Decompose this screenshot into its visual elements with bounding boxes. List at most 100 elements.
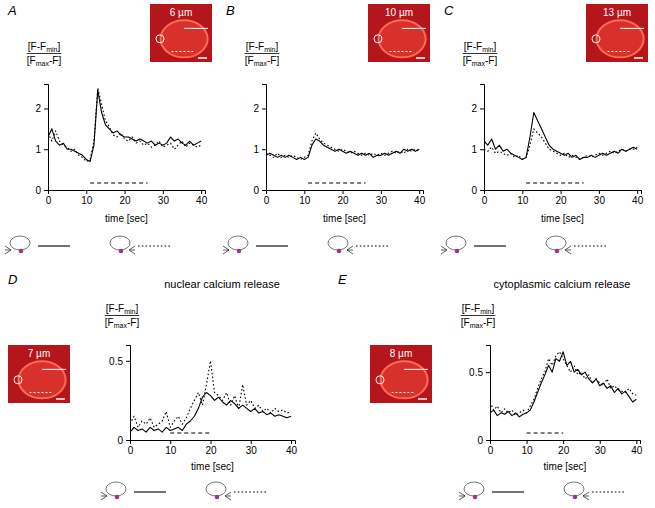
cell-outline	[464, 482, 484, 496]
y-title-part: [F-F	[246, 41, 264, 52]
y-tick-mark	[486, 372, 490, 373]
x-tick-mark	[201, 190, 202, 194]
y-title-part: max	[254, 60, 268, 67]
x-tick-mark	[637, 190, 638, 194]
image-inset: 6 µm	[150, 4, 212, 62]
legend-swatch	[474, 245, 506, 246]
legend	[223, 236, 388, 254]
signal-arrow	[565, 250, 571, 254]
signal-arrow	[223, 250, 229, 254]
y-tick-label: 1	[471, 144, 477, 155]
panel-letter: A	[7, 3, 17, 18]
x-tick-mark	[343, 190, 344, 194]
roi-circle	[14, 376, 22, 384]
cell-icon	[101, 482, 126, 500]
x-axis-title: time [sec]	[541, 213, 584, 224]
roi-circle	[592, 35, 600, 43]
x-tick: 30	[595, 440, 607, 456]
legend-swatch	[574, 245, 606, 246]
y-axis: 0 1 2	[253, 85, 266, 196]
y-title-part: ]	[275, 41, 278, 52]
image-background	[368, 4, 430, 62]
y-tick-mark	[44, 190, 48, 191]
plot-marks	[490, 352, 636, 433]
y-tick-label: 1	[253, 144, 259, 155]
x-tick-label: 10	[299, 195, 311, 206]
x-tick: 40	[286, 440, 298, 456]
y-title-numerator: [F-Fmin]	[106, 303, 139, 315]
x-tick-label: 30	[594, 195, 606, 206]
legend	[101, 482, 266, 500]
y-tick: 1	[471, 144, 484, 155]
y-axis-line	[486, 346, 491, 441]
y-tick-mark	[262, 149, 266, 150]
x-tick: 10	[517, 190, 529, 206]
x-axis: 010203040	[264, 190, 426, 206]
series-line	[484, 129, 637, 160]
x-tick-label: 20	[558, 445, 570, 456]
fraction-bar	[27, 53, 62, 54]
x-tick-label: 20	[338, 195, 350, 206]
y-axis-line	[126, 346, 131, 441]
cell-icon	[564, 482, 589, 500]
image-inset: 8 µm	[370, 345, 432, 403]
x-tick: 20	[120, 190, 132, 206]
y-tick: 0.5	[469, 367, 490, 378]
x-axis: 010203040	[46, 190, 208, 206]
x-axis: 010203040	[128, 440, 298, 456]
y-tick-label: 0.5	[469, 367, 483, 378]
stimulus-dot	[555, 249, 560, 254]
legend-swatch	[256, 245, 288, 246]
cell-icon	[328, 236, 353, 254]
signal-arrow	[129, 246, 135, 250]
y-tick-mark	[486, 440, 490, 441]
y-title-part: -F]	[267, 55, 279, 66]
y-tick-label: 0	[253, 185, 259, 196]
y-axis-title: [F-Fmin][Fmax-F]	[245, 41, 280, 67]
y-tick: 0	[253, 185, 266, 196]
y-title-numerator: [F-Fmin]	[246, 41, 279, 53]
y-tick-label: 1	[35, 144, 41, 155]
signal-arrow	[101, 492, 107, 496]
legend-swatch	[592, 491, 624, 492]
x-tick-label: 0	[128, 445, 134, 456]
cell-outline	[546, 236, 566, 250]
scale-bar	[198, 57, 207, 59]
y-title-part: [F-F	[28, 41, 46, 52]
y-title-part: [F	[105, 317, 114, 328]
legend-swatch	[134, 491, 166, 492]
x-tick-mark	[561, 190, 562, 194]
signal-arrow	[225, 496, 231, 500]
x-tick-label: 40	[631, 445, 643, 456]
y-tick-mark	[44, 149, 48, 150]
x-tick: 10	[81, 190, 93, 206]
image-background	[586, 4, 648, 62]
pointer-arrow	[392, 392, 414, 393]
y-tick: 0	[117, 435, 130, 446]
y-axis: 012	[471, 85, 484, 196]
y-title-numerator: [F-Fmin]	[28, 41, 61, 53]
cell-icon	[110, 236, 135, 254]
y-tick: 2	[253, 103, 266, 114]
x-tick-mark	[125, 190, 126, 194]
x-tick-mark	[527, 440, 528, 444]
x-tick-label: 40	[414, 195, 426, 206]
x-tick: 0	[488, 440, 494, 456]
legend	[441, 236, 606, 254]
y-axis: 00.5	[109, 346, 130, 446]
panel-letter: D	[8, 272, 17, 287]
cell-icon	[5, 236, 30, 254]
y-title-part: max	[36, 60, 50, 67]
panel: Dnuclear calcium release7 µm[F-Fmin][Fma…	[8, 272, 297, 500]
signal-arrow	[5, 246, 11, 250]
y-axis: 00.5	[469, 346, 490, 446]
signal-arrow	[347, 250, 353, 254]
stimulus-dot	[119, 249, 124, 254]
scale-bar	[634, 57, 643, 59]
x-tick-label: 40	[196, 195, 208, 206]
y-tick-label: 2	[471, 103, 477, 114]
x-tick: 0	[482, 190, 488, 206]
y-title-denominator: [Fmax-F]	[105, 317, 140, 329]
y-title-part: min	[264, 46, 275, 53]
y-tick: 0.5	[109, 356, 130, 367]
